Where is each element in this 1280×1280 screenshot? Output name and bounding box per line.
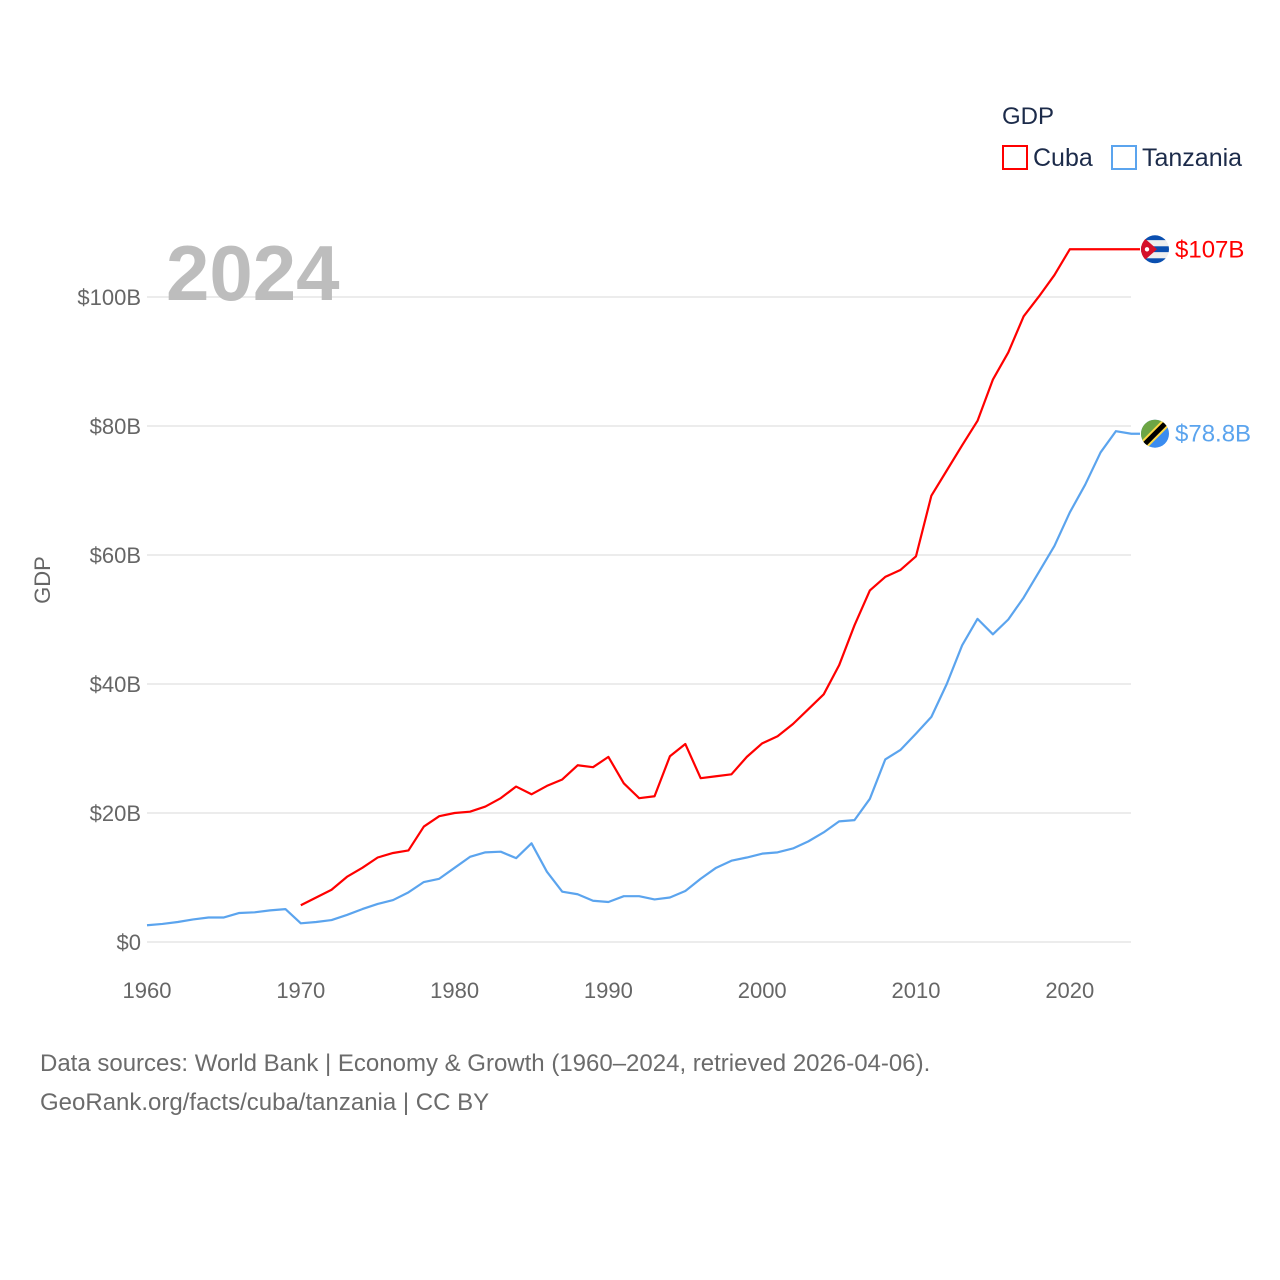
y-tick-label: $100B — [77, 285, 141, 310]
y-axis-label: GDP — [30, 556, 55, 604]
cuba-flag-icon — [1141, 235, 1169, 264]
y-tick-label: $0 — [117, 930, 141, 955]
x-tick-label: 2000 — [738, 978, 787, 1003]
series-line-tanzania — [146, 430, 1140, 927]
legend: GDP Cuba Tanzania — [1002, 103, 1242, 172]
x-tick-label: 1970 — [276, 978, 325, 1003]
source-line: Data sources: World Bank | Economy & Gro… — [40, 1050, 931, 1077]
tanzania-flag-icon — [1141, 419, 1169, 448]
x-tick-label: 1990 — [584, 978, 633, 1003]
x-tick-label: 2020 — [1045, 978, 1094, 1003]
y-axis-ticks: $0 $20B $40B $60B $80B $100B — [77, 285, 141, 955]
y-tick-label: $60B — [90, 543, 141, 568]
legend-swatch-cuba — [1002, 145, 1028, 170]
grid-lines — [147, 296, 1131, 943]
data-source-footer: Data sources: World Bank | Economy & Gro… — [40, 1044, 930, 1122]
end-value-label-cuba: $107B — [1175, 236, 1244, 263]
legend-item-tanzania[interactable]: Tanzania — [1111, 144, 1242, 172]
end-value-label-tanzania: $78.8B — [1175, 421, 1251, 448]
legend-item-cuba[interactable]: Cuba — [1002, 144, 1093, 172]
legend-title: GDP — [1002, 103, 1054, 130]
legend-label-tanzania: Tanzania — [1142, 144, 1242, 172]
x-axis-ticks: 1960 1970 1980 1990 2000 2010 2020 — [123, 978, 1095, 1003]
y-tick-label: $40B — [90, 672, 141, 697]
source-url-line[interactable]: GeoRank.org/facts/cuba/tanzania | CC BY — [40, 1089, 490, 1116]
year-label: 2024 — [166, 229, 340, 317]
series-line-cuba — [300, 248, 1140, 907]
y-tick-label: $20B — [90, 801, 141, 826]
end-labels: $107B $78.8B — [1141, 235, 1251, 448]
x-tick-label: 1960 — [123, 978, 172, 1003]
x-tick-label: 1980 — [430, 978, 479, 1003]
series-lines — [146, 248, 1140, 927]
x-tick-label: 2010 — [892, 978, 941, 1003]
legend-swatch-tanzania — [1111, 145, 1137, 170]
y-tick-label: $80B — [90, 414, 141, 439]
legend-label-cuba: Cuba — [1033, 144, 1093, 172]
